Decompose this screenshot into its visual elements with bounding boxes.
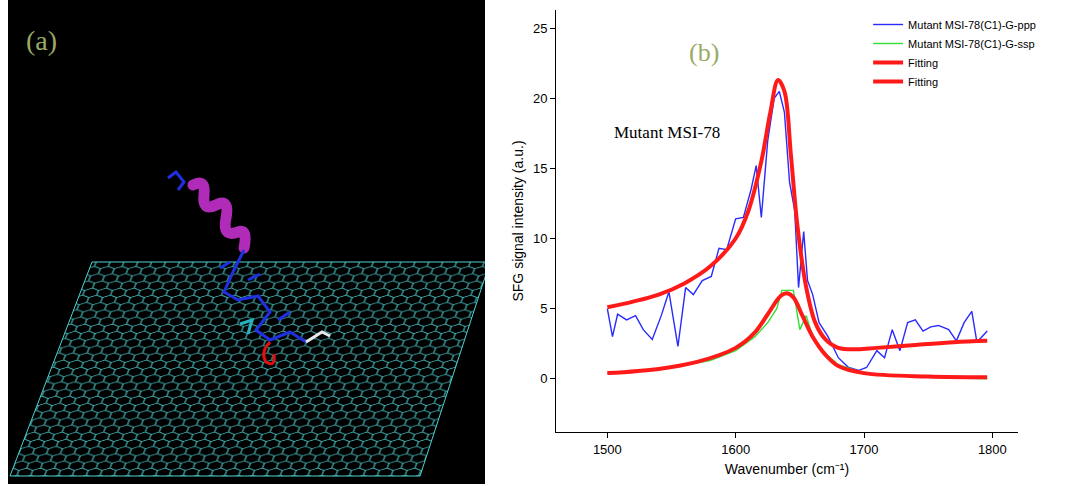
svg-text:Fitting: Fitting [908,57,938,69]
svg-text:(b): (b) [689,38,719,67]
svg-text:10: 10 [533,231,547,246]
svg-text:1600: 1600 [721,442,750,457]
svg-text:Mutant MSI-78(C1)-G-ppp: Mutant MSI-78(C1)-G-ppp [908,19,1036,31]
svg-text:1700: 1700 [850,442,879,457]
svg-text:Fitting: Fitting [908,76,938,88]
svg-text:1500: 1500 [593,442,622,457]
svg-text:Mutant MSI-78(C1)-G-ssp: Mutant MSI-78(C1)-G-ssp [908,38,1035,50]
svg-text:5: 5 [540,301,547,316]
svg-text:(a): (a) [26,25,57,56]
svg-text:0: 0 [540,371,547,386]
svg-text:20: 20 [533,91,547,106]
svg-text:15: 15 [533,161,547,176]
svg-text:1800: 1800 [978,442,1007,457]
svg-text:Wavenumber (cm⁻¹): Wavenumber (cm⁻¹) [725,461,849,477]
svg-text:Mutant MSI-78: Mutant MSI-78 [614,123,720,142]
svg-text:SFG signal intensity (a.u.): SFG signal intensity (a.u.) [510,140,526,301]
svg-text:25: 25 [533,21,547,36]
